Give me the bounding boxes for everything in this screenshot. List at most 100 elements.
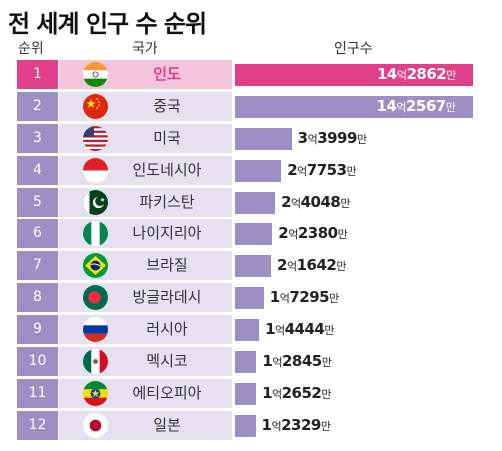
population-eok: 1 <box>269 288 280 307</box>
table-row: 4 인도네시아 2억7753만 <box>17 155 500 185</box>
unit-man: 만 <box>320 419 331 433</box>
population-label: 2억4048만 <box>281 188 350 217</box>
unit-eok: 억 <box>272 387 282 401</box>
country-name: 러시아 <box>146 320 188 339</box>
table-row: 6 나이지리아 2억2380만 <box>17 219 500 249</box>
population-eok: 14 <box>377 65 397 83</box>
rank-cell: 6 <box>17 219 58 249</box>
population-man: 4444 <box>284 320 325 339</box>
header-country: 국가 <box>132 41 158 57</box>
population-label: 2억7753만 <box>287 156 356 185</box>
unit-eok: 억 <box>396 69 407 82</box>
country-name: 일본 <box>153 415 181 434</box>
japan-flag-icon <box>83 412 108 438</box>
population-man: 2862 <box>406 65 447 83</box>
population-bar <box>235 223 273 246</box>
unit-man: 만 <box>446 69 456 82</box>
population-bar <box>235 382 257 405</box>
unit-eok: 억 <box>279 292 290 306</box>
population-bar <box>235 319 260 342</box>
population-label: 2억2380만 <box>278 219 347 248</box>
usa-flag-icon <box>83 125 108 151</box>
header-population: 인구수 <box>334 41 373 57</box>
unit-man: 만 <box>321 387 331 401</box>
brazil-flag-icon <box>83 253 108 279</box>
population-eok: 2 <box>277 256 287 275</box>
rank-cell: 1 <box>17 60 58 89</box>
population-man: 2652 <box>281 383 322 402</box>
unit-man: 만 <box>337 228 348 242</box>
population-man: 2845 <box>281 352 322 371</box>
table-row: 10 멕시코 1억2845만 <box>17 347 500 377</box>
ethiopia-flag-icon <box>83 380 108 406</box>
unit-eok: 억 <box>275 324 285 338</box>
unit-man: 만 <box>321 356 332 370</box>
rank-cell: 4 <box>17 155 58 185</box>
unit-eok: 억 <box>396 100 406 114</box>
table-row: 3 미국 3억3999만 <box>17 123 500 153</box>
population-label: 14억2862만 <box>377 60 456 89</box>
rank-cell: 10 <box>17 347 58 377</box>
table-row: 9 러시아 1억4444만 <box>17 315 500 345</box>
pakistan-flag-icon <box>83 189 108 215</box>
population-bar <box>235 127 292 150</box>
india-flag-icon <box>83 62 108 87</box>
country-name: 파키스탄 <box>139 192 195 211</box>
population-eok: 1 <box>261 415 272 434</box>
population-label: 2억1642만 <box>277 251 346 280</box>
table-row: 2 중국 14억2567만 <box>17 91 500 121</box>
population-eok: 1 <box>262 383 272 402</box>
population-label: 14억2567만 <box>377 92 456 121</box>
rank-cell: 7 <box>17 251 58 281</box>
population-eok: 2 <box>281 192 291 211</box>
unit-man: 만 <box>329 292 339 306</box>
population-eok: 2 <box>278 224 289 243</box>
unit-man: 만 <box>356 132 367 146</box>
unit-man: 만 <box>336 260 346 274</box>
population-eok: 1 <box>262 352 273 371</box>
population-bar <box>235 159 282 182</box>
rank-cell: 11 <box>17 378 58 408</box>
unit-eok: 억 <box>291 196 301 210</box>
population-man: 2329 <box>281 415 321 434</box>
unit-man: 만 <box>340 196 350 210</box>
population-label: 3억3999만 <box>298 124 367 153</box>
population-eok: 1 <box>265 320 275 339</box>
population-bar <box>235 191 276 214</box>
table-row: 7 브라질 2억1642만 <box>17 251 500 281</box>
rank-cell: 2 <box>17 91 58 121</box>
table-row: 11 에티오피아 1억2652만 <box>17 378 500 408</box>
population-label: 1억7295만 <box>270 283 339 312</box>
country-name: 중국 <box>153 96 181 115</box>
population-eok: 14 <box>376 96 397 115</box>
population-bar <box>235 255 272 278</box>
population-man: 2380 <box>297 224 338 243</box>
header-rank: 순위 <box>18 41 44 57</box>
population-label: 1억2845만 <box>262 347 331 376</box>
unit-eok: 억 <box>297 164 307 178</box>
table-row: 12 일본 1억2329만 <box>17 410 500 440</box>
country-name: 에티오피아 <box>132 383 202 402</box>
unit-man: 만 <box>445 100 456 114</box>
population-label: 1억2652만 <box>262 379 331 408</box>
country-name: 브라질 <box>146 256 188 275</box>
nigeria-flag-icon <box>83 221 108 247</box>
table-row: 5 파키스탄 2억4048만 <box>17 187 500 217</box>
table-row: 1 인도 14억2862만 <box>17 60 500 89</box>
population-man: 3999 <box>317 128 357 147</box>
population-label: 1억4444만 <box>265 315 334 344</box>
rank-cell: 3 <box>17 123 58 153</box>
mexico-flag-icon <box>83 349 108 375</box>
bangladesh-flag-icon <box>83 285 108 311</box>
population-man: 7753 <box>306 160 347 179</box>
unit-eok: 억 <box>272 356 282 370</box>
country-name: 나이지리아 <box>132 224 202 243</box>
unit-eok: 억 <box>286 260 297 274</box>
rank-cell: 5 <box>17 187 58 217</box>
unit-man: 만 <box>324 324 334 338</box>
country-name: 인도네시아 <box>132 160 202 179</box>
ranking-table: 1 인도 14억2862만 2 중국 14억2567만 3 미국 3억3999만 4 인도네시아 2억… <box>17 60 500 443</box>
indonesia-flag-icon <box>83 157 108 183</box>
unit-eok: 억 <box>288 228 298 242</box>
unit-eok: 억 <box>271 419 282 433</box>
